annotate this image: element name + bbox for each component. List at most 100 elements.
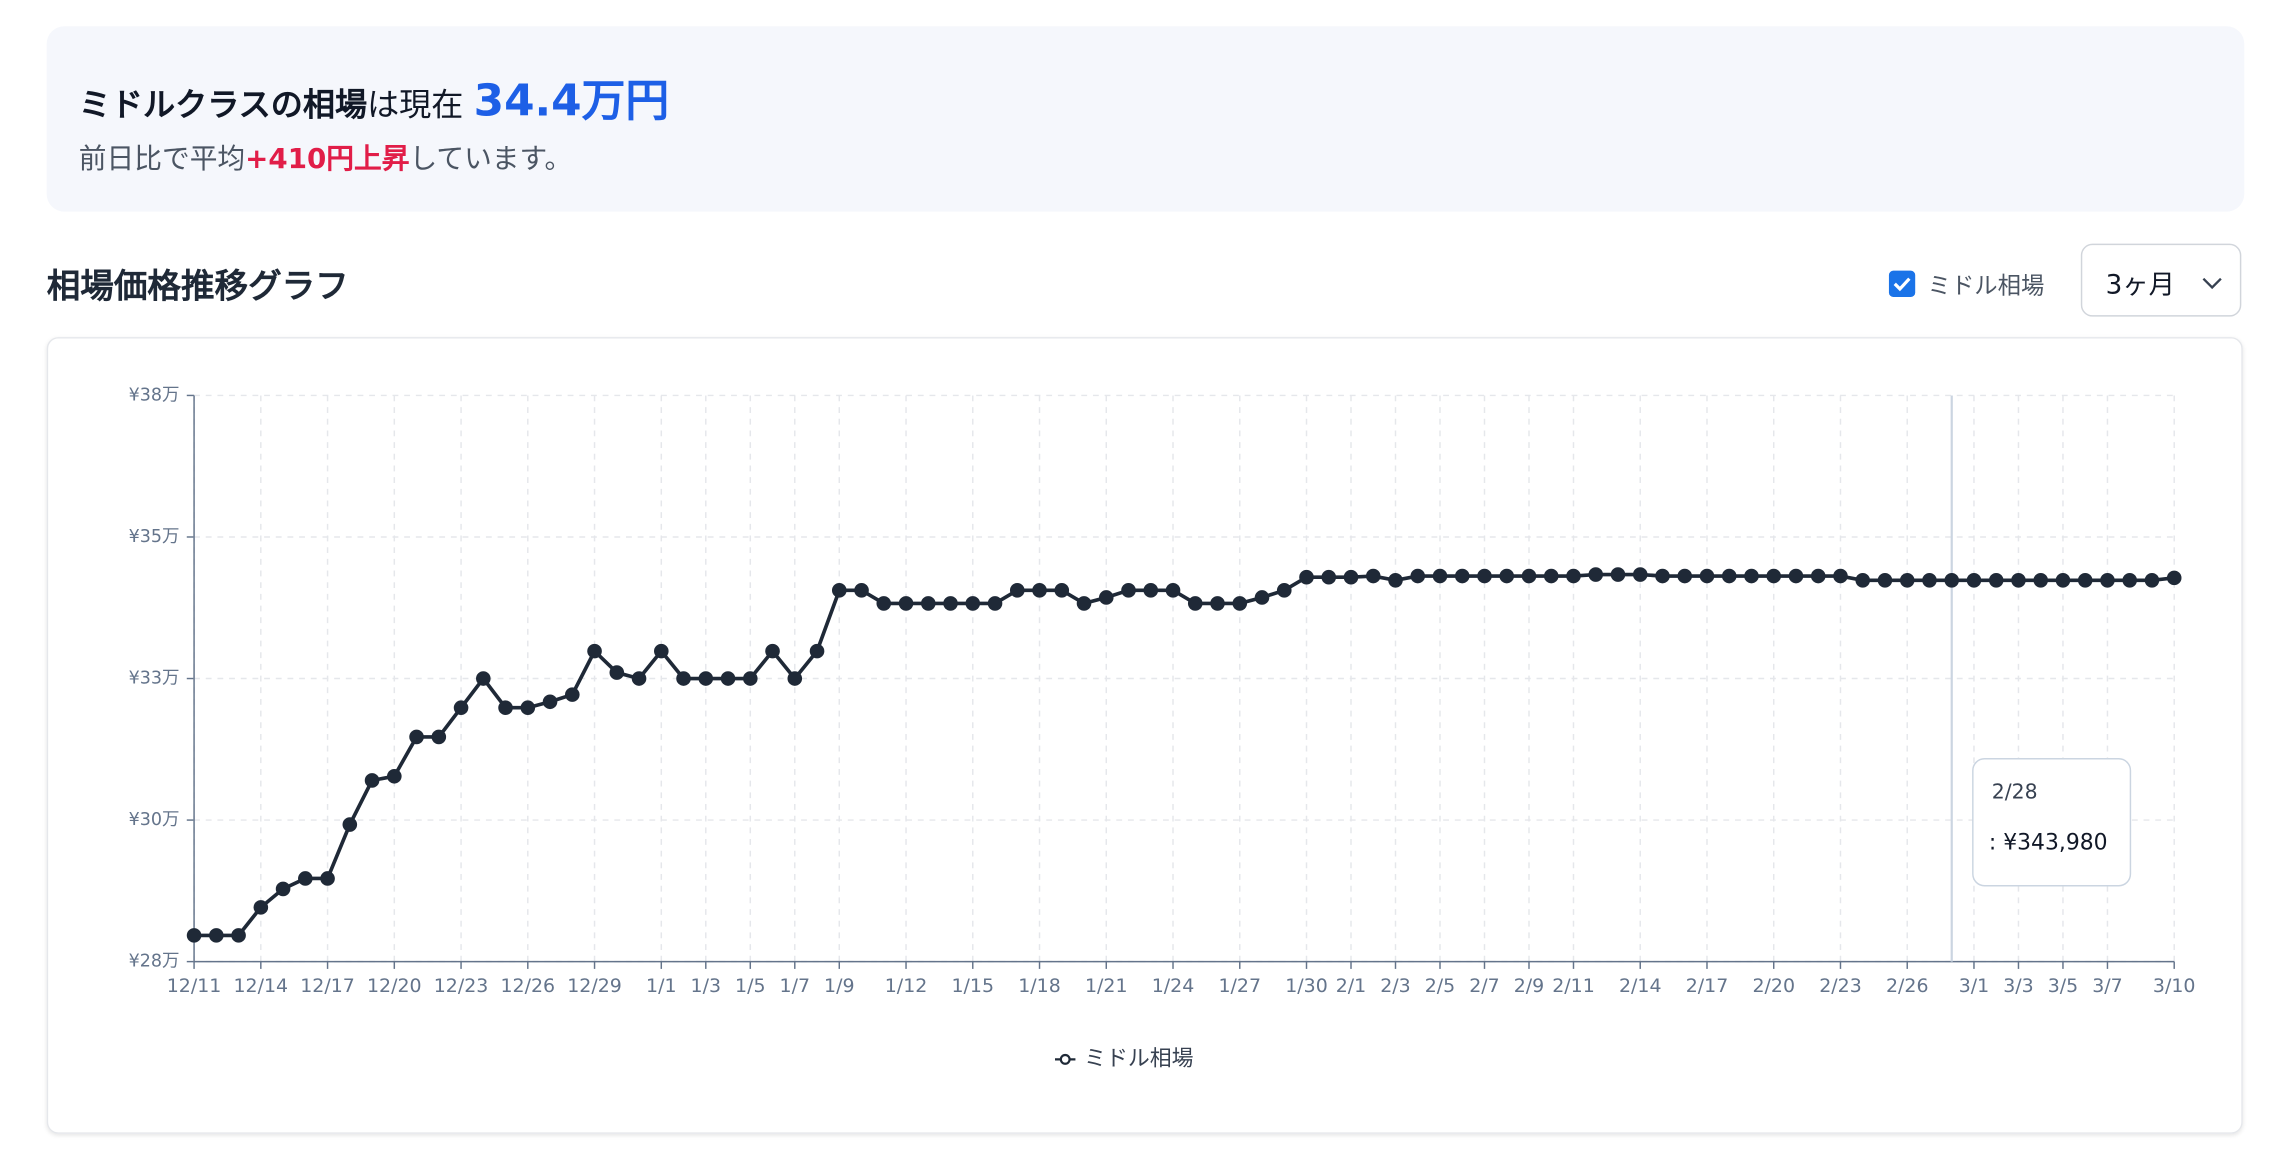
data-point bbox=[1566, 568, 1581, 584]
data-point bbox=[2011, 573, 2026, 588]
summary-text: は現在 bbox=[367, 87, 464, 125]
data-point bbox=[987, 596, 1003, 611]
data-point bbox=[320, 871, 335, 886]
tooltip-value: : ¥343,980 bbox=[1989, 830, 2108, 855]
x-tick-label: 1/1 bbox=[646, 975, 677, 997]
x-tick-label: 2/3 bbox=[1380, 975, 1411, 997]
data-point bbox=[1543, 568, 1559, 584]
data-point bbox=[275, 881, 291, 897]
data-point bbox=[1477, 568, 1492, 584]
data-point bbox=[698, 671, 714, 686]
data-point bbox=[565, 687, 580, 702]
data-point bbox=[654, 643, 669, 659]
data-point bbox=[720, 671, 736, 686]
data-point bbox=[1944, 573, 1960, 588]
data-point bbox=[1143, 583, 1159, 598]
change-line: 前日比で平均+410円上昇しています。 bbox=[79, 137, 572, 176]
chevron bbox=[2202, 277, 2222, 290]
data-point bbox=[1699, 568, 1715, 584]
data-point bbox=[1655, 568, 1670, 584]
legend-icon-dot bbox=[1059, 1053, 1071, 1065]
tooltip-box bbox=[1972, 758, 2132, 887]
x-tick-label: 2/23 bbox=[1819, 975, 1862, 997]
data-point bbox=[298, 871, 313, 886]
data-point bbox=[1521, 568, 1537, 584]
data-point bbox=[1054, 583, 1070, 598]
x-tick-label: 12/26 bbox=[500, 975, 555, 997]
data-point bbox=[1966, 573, 1982, 588]
x-tick-label: 3/3 bbox=[2003, 975, 2034, 997]
data-point bbox=[787, 671, 803, 686]
period-value[interactable]: 3ヶ月 bbox=[2105, 269, 2175, 301]
data-point bbox=[831, 583, 847, 598]
x-tick-label: 2/5 bbox=[1425, 975, 1456, 997]
data-point bbox=[1899, 573, 1915, 588]
data-point bbox=[1121, 583, 1136, 598]
x-tick-label: 12/23 bbox=[434, 975, 489, 997]
x-tick-label: 3/5 bbox=[2048, 975, 2079, 997]
data-point bbox=[1855, 573, 1871, 588]
data-point bbox=[1032, 583, 1047, 598]
data-point bbox=[1766, 568, 1782, 584]
series-line bbox=[194, 572, 2175, 938]
data-point bbox=[1677, 568, 1693, 584]
data-point bbox=[943, 596, 958, 611]
data-point bbox=[1744, 568, 1759, 584]
data-point bbox=[1721, 568, 1737, 584]
price-change: +410円上昇 bbox=[245, 143, 410, 176]
period-select[interactable]: 3ヶ月 bbox=[2080, 243, 2242, 317]
data-point bbox=[498, 700, 513, 716]
x-tick-label: 1/21 bbox=[1085, 975, 1128, 997]
data-point bbox=[186, 928, 202, 943]
x-tick-label: 3/7 bbox=[2092, 975, 2123, 997]
summary-box: ミドルクラスの相場は現在 34.4万円 前日比で平均+410円上昇しています。 bbox=[46, 26, 2245, 212]
data-point bbox=[453, 700, 469, 716]
data-point bbox=[1810, 568, 1826, 584]
x-tick-label: 1/5 bbox=[735, 975, 766, 997]
data-point bbox=[2144, 573, 2160, 588]
data-point bbox=[1098, 590, 1114, 605]
data-point bbox=[920, 596, 936, 611]
tooltip-date: 2/28 bbox=[1992, 779, 2038, 803]
data-point bbox=[765, 643, 780, 659]
x-tick-label: 2/11 bbox=[1552, 975, 1595, 997]
x-tick-label: 1/12 bbox=[885, 975, 928, 997]
data-point bbox=[1321, 569, 1337, 585]
section-title: 相場価格推移グラフ bbox=[46, 268, 349, 307]
x-tick-label: 1/18 bbox=[1018, 975, 1061, 997]
x-tick-label: 3/10 bbox=[2153, 975, 2196, 997]
data-point bbox=[1009, 583, 1025, 598]
y-tick-label: ¥30万 bbox=[129, 810, 180, 830]
data-point bbox=[1588, 567, 1604, 582]
data-point bbox=[854, 583, 869, 598]
legend-label: ミドル相場 bbox=[1084, 1046, 1193, 1071]
x-tick-label: 1/7 bbox=[780, 975, 811, 997]
data-point bbox=[1922, 573, 1937, 588]
data-point bbox=[1410, 568, 1426, 584]
data-point bbox=[1432, 568, 1448, 584]
data-point bbox=[809, 643, 825, 659]
x-tick-label: 1/15 bbox=[951, 975, 994, 997]
x-tick-label: 2/7 bbox=[1469, 975, 1500, 997]
summary-line: ミドルクラスの相場は現在 34.4万円 bbox=[79, 64, 669, 128]
x-tick-label: 1/9 bbox=[824, 975, 855, 997]
data-point bbox=[1254, 590, 1270, 605]
x-tick-label: 2/26 bbox=[1886, 975, 1929, 997]
change-prefix: 前日比で平均 bbox=[78, 143, 246, 176]
data-point bbox=[2055, 573, 2071, 588]
x-tick-label: 12/29 bbox=[567, 975, 622, 997]
x-tick-label: 3/1 bbox=[1959, 975, 1990, 997]
x-tick-label: 12/17 bbox=[300, 975, 355, 997]
data-point bbox=[1788, 568, 1804, 584]
checkbox[interactable] bbox=[1888, 269, 1916, 297]
data-point bbox=[2122, 573, 2138, 588]
data-point bbox=[409, 729, 424, 745]
data-point bbox=[1877, 573, 1893, 588]
checkbox-label[interactable]: ミドル相場 bbox=[1927, 271, 2045, 300]
series-toggle[interactable]: ミドル相場 bbox=[1888, 266, 2044, 301]
data-point bbox=[742, 671, 758, 686]
data-point bbox=[1454, 568, 1470, 584]
